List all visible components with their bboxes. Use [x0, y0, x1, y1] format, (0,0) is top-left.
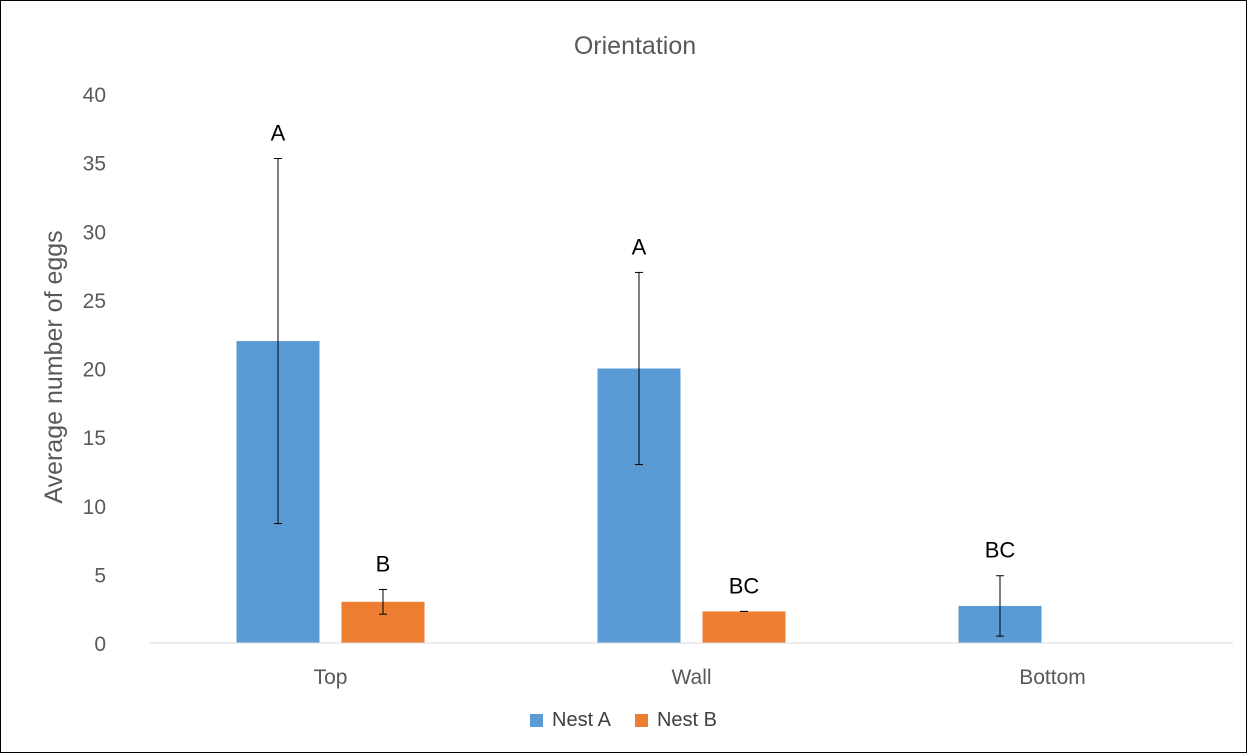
- legend-swatch-nest-a: [530, 714, 544, 727]
- legend-label-nest-a: Nest A: [552, 709, 611, 731]
- legend-label-nest-b: Nest B: [656, 709, 717, 731]
- chart-title: Orientation: [574, 32, 696, 60]
- x-tick-label: Top: [314, 666, 348, 689]
- significance-label: B: [376, 551, 391, 576]
- legend-item-nest-a: Nest A: [530, 709, 611, 732]
- legend-item-nest-b: Nest B: [634, 709, 717, 732]
- y-tick-label: 0: [94, 633, 106, 656]
- y-tick-label: 20: [83, 359, 106, 382]
- legend: Nest A Nest B: [1, 709, 1246, 732]
- y-tick-label: 25: [83, 290, 106, 313]
- legend-swatch-nest-b: [634, 714, 648, 727]
- x-tick-label: Bottom: [1019, 666, 1086, 689]
- x-axis: Top Wall Bottom: [150, 642, 1233, 689]
- significance-label: BC: [729, 573, 760, 598]
- y-tick-label: 30: [83, 221, 106, 244]
- x-tick-label: Wall: [671, 666, 711, 689]
- y-tick-label: 35: [83, 153, 106, 176]
- y-axis-ticks: 0 5 10 15 20 25 30 35 40: [83, 84, 106, 656]
- significance-label: A: [271, 121, 286, 146]
- y-tick-label: 5: [94, 564, 106, 587]
- bar-nest-b-wall: [702, 611, 786, 643]
- significance-label: A: [632, 234, 647, 259]
- significance-label: BC: [985, 538, 1016, 563]
- y-tick-label: 40: [83, 84, 106, 107]
- y-axis-label: Average number of eggs: [40, 230, 68, 503]
- y-tick-label: 10: [83, 496, 106, 519]
- y-tick-label: 15: [83, 427, 106, 450]
- bars: A B A BC BC: [236, 121, 1042, 643]
- bar-chart: Orientation Average number of eggs 0 5 10 1…: [40, 32, 1233, 689]
